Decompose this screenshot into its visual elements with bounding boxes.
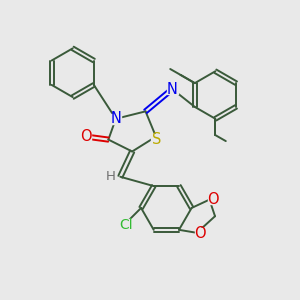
- Text: O: O: [80, 129, 92, 144]
- Bar: [195, 228, 206, 239]
- Bar: [106, 172, 116, 182]
- Bar: [151, 134, 161, 144]
- Text: N: N: [167, 82, 178, 97]
- Text: H: H: [106, 170, 116, 183]
- Bar: [111, 114, 121, 124]
- Text: Cl: Cl: [119, 218, 133, 232]
- Bar: [208, 194, 218, 204]
- Text: O: O: [207, 191, 219, 206]
- Bar: [167, 84, 178, 94]
- Bar: [81, 131, 92, 142]
- Text: S: S: [152, 131, 161, 146]
- Text: N: N: [110, 111, 121, 126]
- Bar: [120, 219, 133, 230]
- Text: O: O: [195, 226, 206, 241]
